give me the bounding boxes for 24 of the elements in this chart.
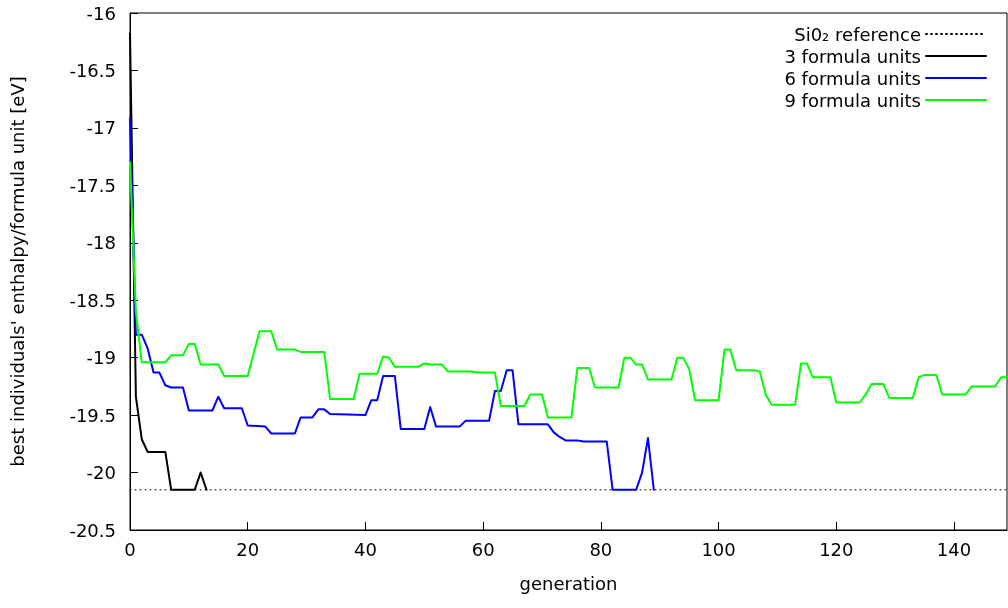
x-tick-label: 100 <box>701 538 736 560</box>
legend-label: 6 formula units <box>784 67 921 89</box>
y-tick-label: -17.5 <box>69 174 116 196</box>
y-axis-title: best individuals' enthalpy/formula unit [eV] <box>6 76 28 467</box>
x-tick-label: 20 <box>236 538 260 560</box>
legend-label: 3 formula units <box>784 45 921 67</box>
legend-label: 9 formula units <box>784 89 921 111</box>
y-tick-label: -18 <box>86 232 116 254</box>
x-tick-label: 40 <box>353 538 377 560</box>
x-tick-label: 80 <box>589 538 613 560</box>
y-tick-label: -16.5 <box>69 59 116 81</box>
x-tick-label: 60 <box>471 538 495 560</box>
y-tick-label: -20.5 <box>69 519 116 541</box>
y-tick-label: -20 <box>86 462 116 484</box>
y-tick-label: -18.5 <box>69 289 116 311</box>
y-tick-label: -19.5 <box>69 404 116 426</box>
y-tick-label: -17 <box>86 117 116 139</box>
y-tick-label: -16 <box>86 2 116 24</box>
x-tick-label: 120 <box>819 538 854 560</box>
x-tick-label: 0 <box>124 538 136 560</box>
y-tick-label: -19 <box>86 347 116 369</box>
x-tick-label: 140 <box>936 538 972 560</box>
x-axis-title: generation <box>519 572 618 594</box>
legend-label: Si0₂ reference <box>794 23 921 45</box>
